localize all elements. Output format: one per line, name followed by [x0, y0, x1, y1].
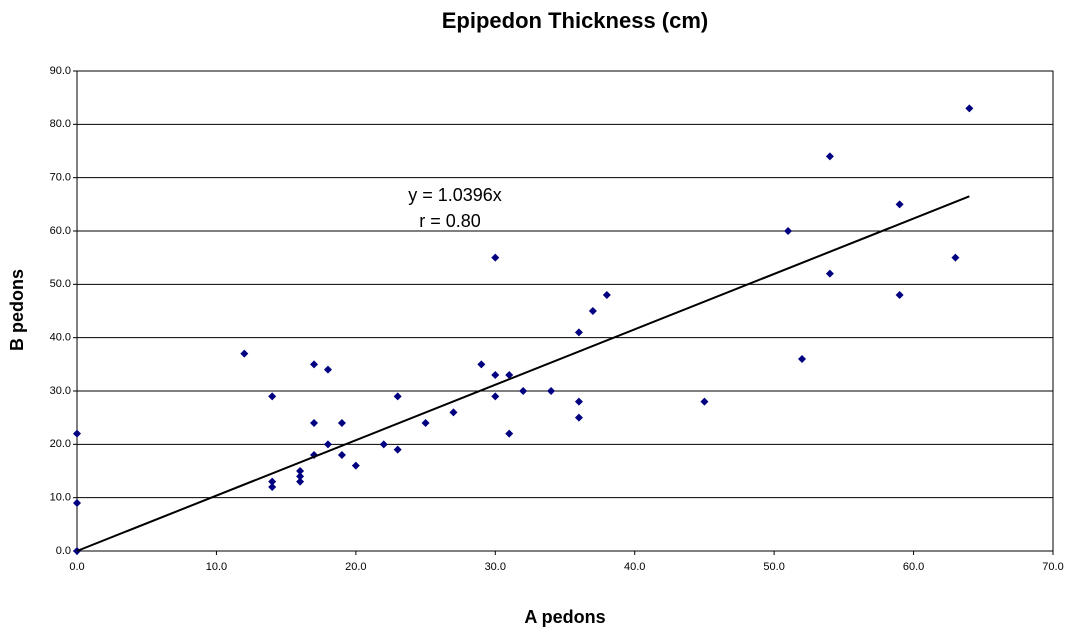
trend-line [76, 195, 970, 552]
point [310, 360, 319, 369]
point [574, 328, 583, 337]
point [588, 307, 597, 315]
point [393, 392, 402, 401]
point [73, 499, 81, 507]
equation-annotation: y = 1.0396x [408, 185, 502, 205]
r-annotation: r = 0.80 [419, 211, 481, 231]
point [268, 392, 277, 401]
point [825, 269, 834, 278]
point [296, 477, 305, 486]
x-tick-label: 50.0 [763, 561, 784, 573]
point [505, 371, 514, 379]
point [519, 387, 528, 395]
x-tick-label: 60.0 [903, 561, 924, 573]
point [965, 104, 974, 113]
point [337, 419, 346, 427]
point [449, 408, 458, 417]
x-tick-label: 40.0 [624, 561, 645, 573]
point [825, 152, 834, 161]
y-tick-label: 10.0 [50, 492, 71, 504]
point [296, 472, 305, 481]
point [421, 419, 430, 427]
point [240, 349, 249, 358]
point [798, 355, 807, 363]
x-tick-label: 0.0 [69, 561, 84, 573]
x-tick-label: 70.0 [1042, 561, 1063, 573]
point [393, 445, 402, 454]
x-axis-label: A pedons [524, 607, 605, 627]
point [477, 360, 486, 369]
point [296, 467, 305, 475]
point [491, 253, 500, 262]
point [547, 387, 556, 395]
point [505, 429, 514, 438]
plot-frame [76, 70, 1054, 552]
point [337, 451, 346, 459]
y-tick-label: 0.0 [56, 545, 71, 557]
point [602, 291, 611, 299]
y-tick-label: 80.0 [50, 118, 71, 130]
point [951, 253, 960, 262]
point [268, 477, 277, 486]
point [323, 440, 332, 449]
y-tick-label: 30.0 [50, 385, 71, 397]
point [895, 291, 904, 299]
point [574, 413, 583, 422]
point [310, 419, 319, 427]
point [379, 440, 388, 449]
point [491, 371, 500, 379]
x-tick-label: 20.0 [345, 561, 366, 573]
x-tick-label: 10.0 [206, 561, 227, 573]
point [491, 392, 500, 401]
point [784, 227, 793, 235]
chart-title: Epipedon Thickness (cm) [442, 8, 709, 33]
point [73, 429, 81, 438]
y-tick-label: 60.0 [50, 225, 71, 237]
point [323, 365, 332, 374]
point [700, 397, 709, 406]
point [895, 200, 904, 209]
y-tick-label: 20.0 [50, 438, 71, 450]
y-tick-label: 70.0 [50, 172, 71, 184]
point [574, 397, 583, 406]
point [268, 483, 277, 491]
y-tick-label: 50.0 [50, 278, 71, 290]
x-tick-label: 30.0 [485, 561, 506, 573]
y-axis-label: B pedons [7, 269, 27, 351]
y-tick-label: 40.0 [50, 332, 71, 344]
point [351, 461, 360, 470]
y-tick-label: 90.0 [50, 65, 71, 77]
